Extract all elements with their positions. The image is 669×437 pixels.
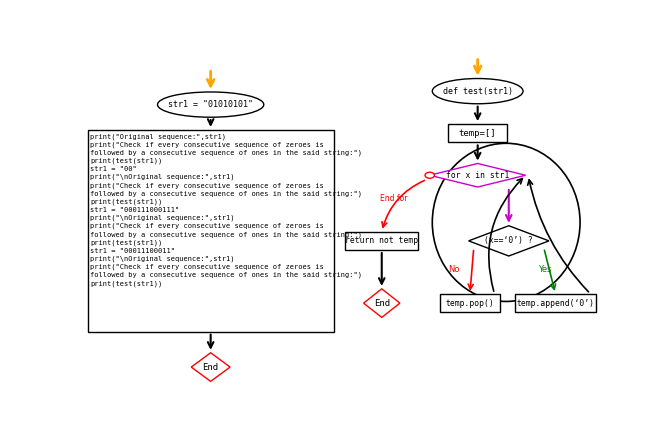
Polygon shape	[364, 289, 400, 317]
Text: End: End	[374, 298, 390, 308]
Text: for x in str1: for x in str1	[446, 171, 509, 180]
Text: print("Original sequence:",str1)
print("Check if every consecutive sequence of z: print("Original sequence:",str1) print("…	[90, 133, 363, 287]
FancyBboxPatch shape	[345, 232, 418, 250]
Text: End: End	[203, 363, 219, 371]
FancyBboxPatch shape	[440, 294, 500, 312]
FancyBboxPatch shape	[88, 130, 334, 332]
Polygon shape	[191, 353, 230, 382]
FancyArrowPatch shape	[489, 179, 522, 291]
Polygon shape	[429, 163, 526, 187]
Text: str1 = "01010101": str1 = "01010101"	[168, 100, 253, 109]
Text: No: No	[449, 265, 460, 274]
Text: (x==‘0’) ?: (x==‘0’) ?	[484, 236, 533, 245]
Text: temp=[]: temp=[]	[459, 129, 496, 138]
Ellipse shape	[432, 79, 523, 104]
Ellipse shape	[157, 92, 264, 117]
Text: return not temp: return not temp	[345, 236, 418, 245]
Text: temp.append(‘0’): temp.append(‘0’)	[516, 298, 595, 308]
FancyBboxPatch shape	[515, 294, 595, 312]
Circle shape	[425, 172, 434, 178]
Text: Yes: Yes	[539, 265, 552, 274]
FancyBboxPatch shape	[448, 124, 508, 142]
Text: temp.pop(): temp.pop()	[446, 298, 494, 308]
FancyArrowPatch shape	[528, 180, 589, 292]
FancyArrowPatch shape	[382, 180, 425, 227]
Text: def test(str1): def test(str1)	[443, 87, 512, 96]
Polygon shape	[468, 226, 549, 256]
Text: End for: End for	[380, 194, 407, 203]
